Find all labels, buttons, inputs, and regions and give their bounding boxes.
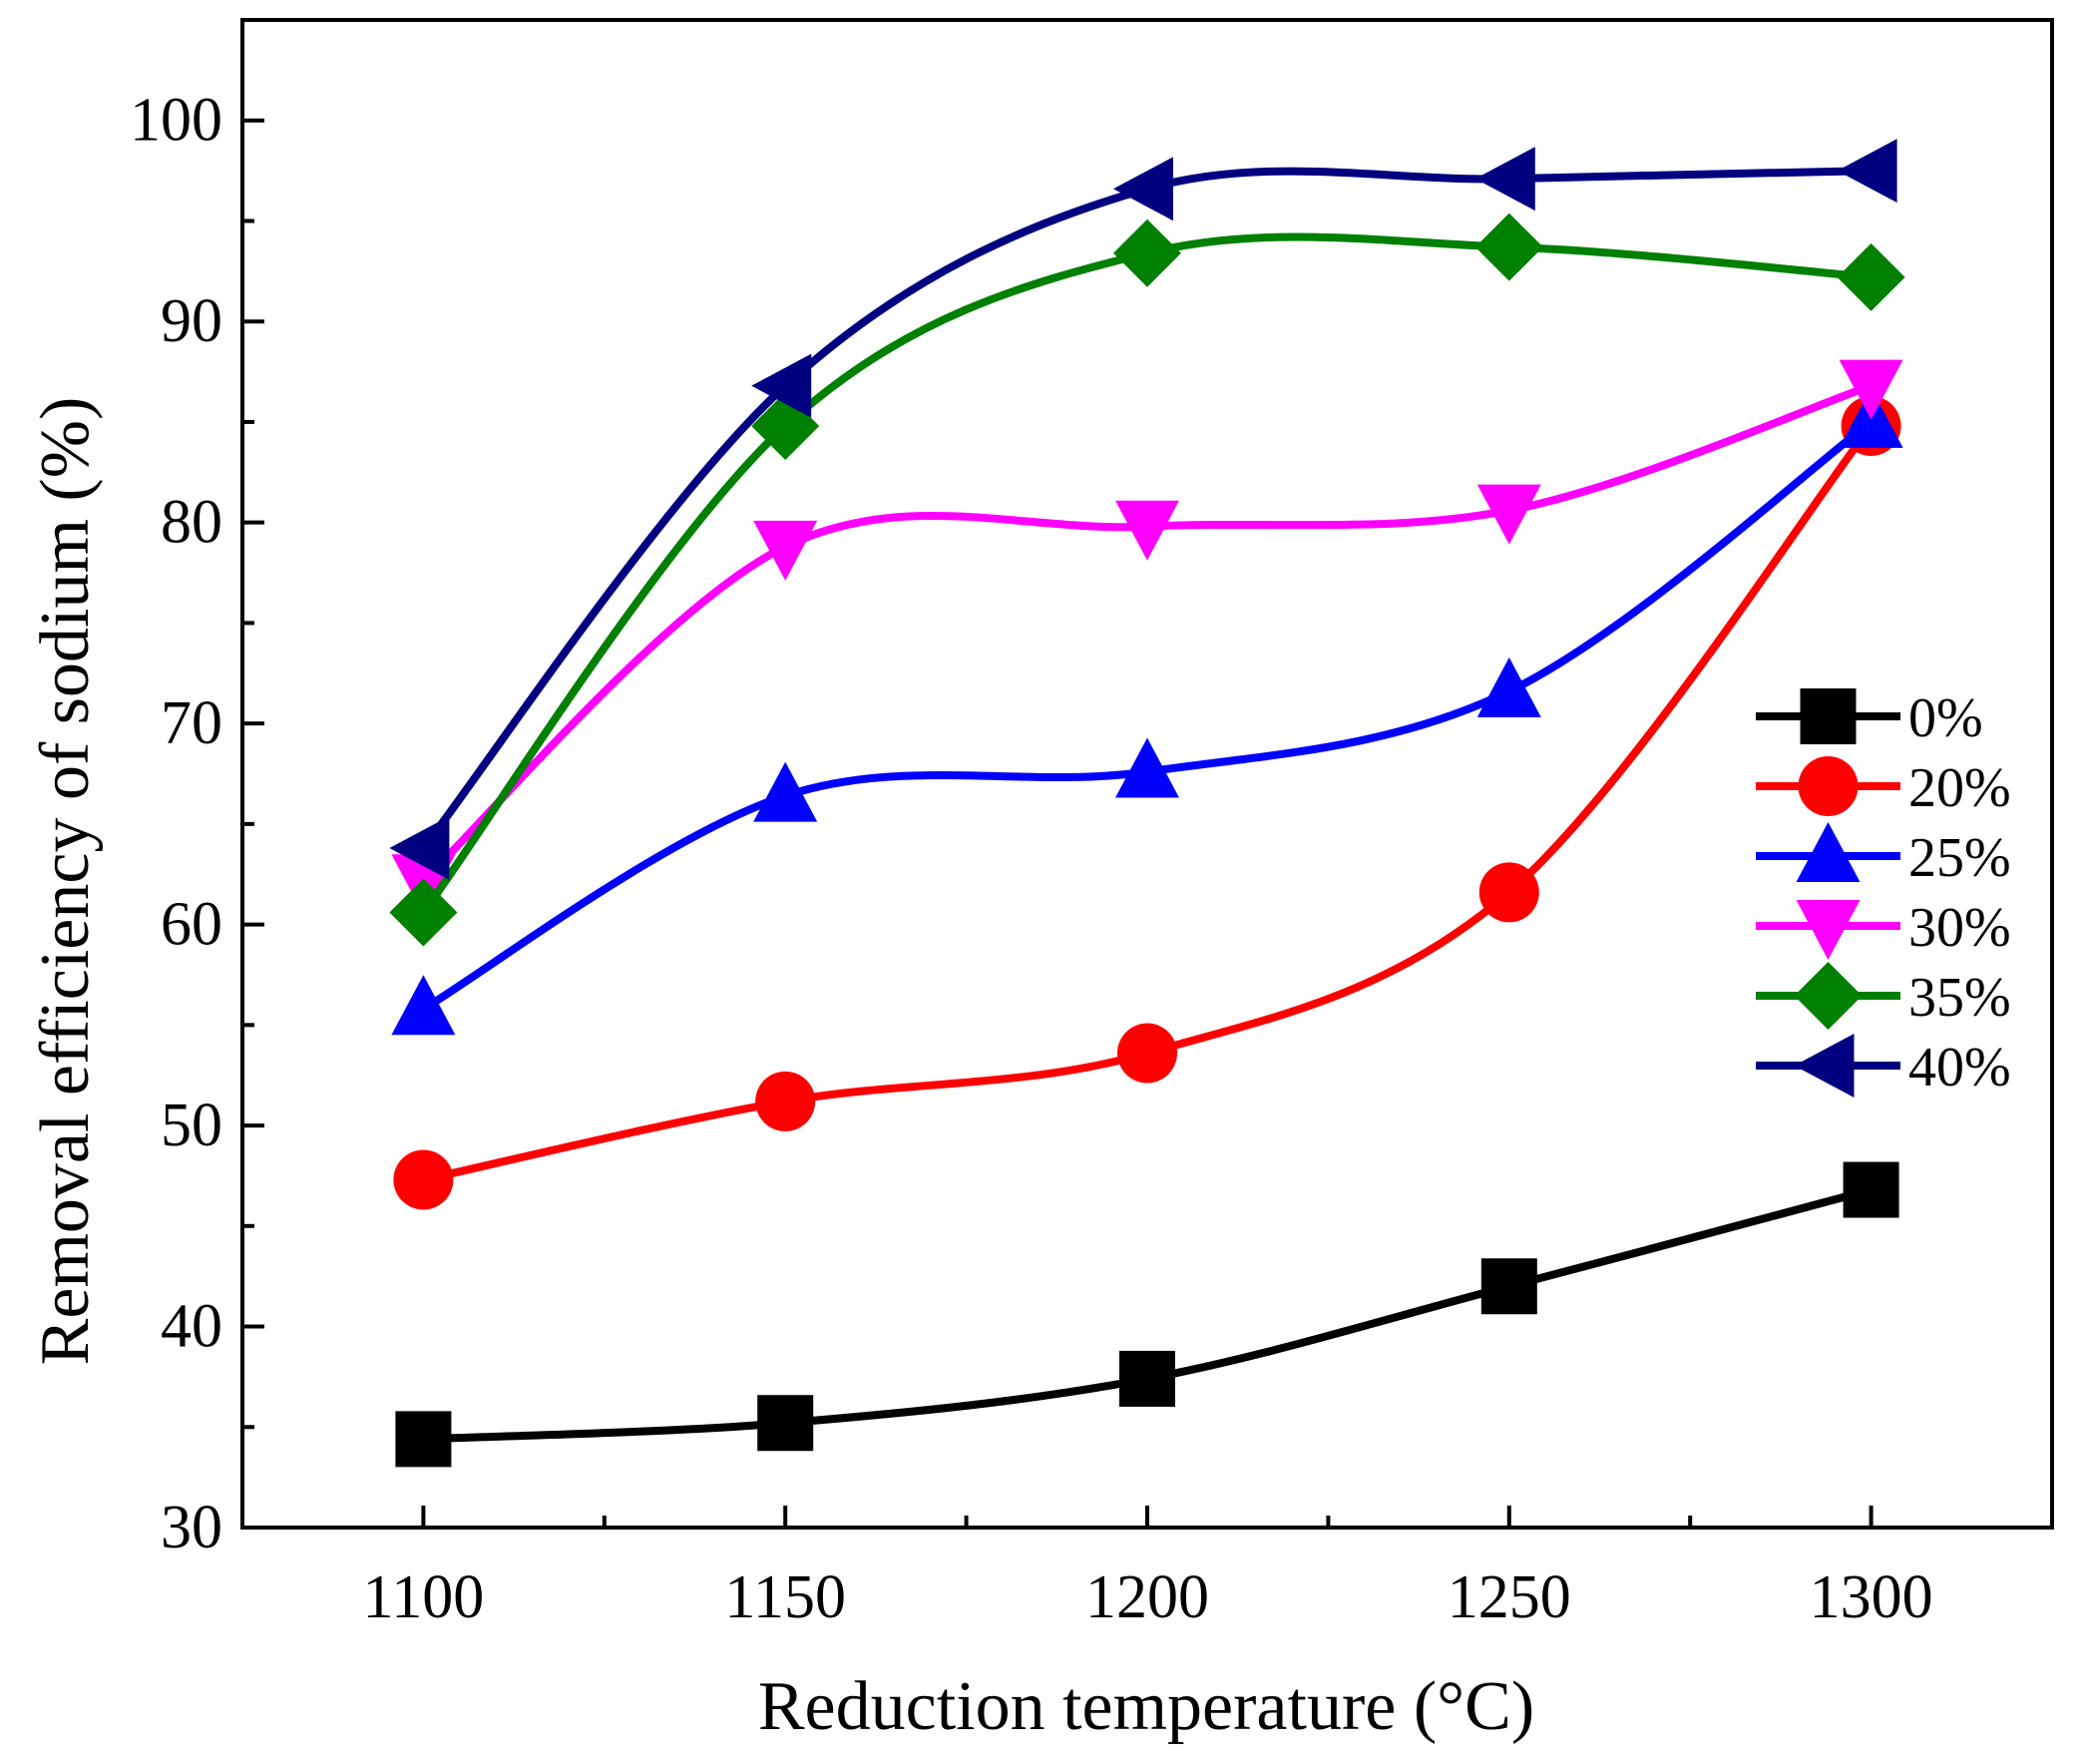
legend-marker bbox=[1798, 756, 1859, 816]
data-point bbox=[1478, 862, 1539, 923]
series-20pct bbox=[393, 395, 1901, 1210]
legend: 0% 20% 25% 30% 35% 40% bbox=[1756, 687, 2011, 1099]
data-point bbox=[391, 975, 456, 1036]
x-tick-label: 1250 bbox=[1448, 1563, 1571, 1631]
legend-label: 30% bbox=[1908, 897, 2011, 959]
x-tick-label: 1150 bbox=[724, 1563, 846, 1631]
data-point bbox=[1474, 147, 1535, 212]
y-tick-label: 30 bbox=[161, 1494, 222, 1561]
y-tick-label: 60 bbox=[161, 891, 222, 959]
data-point bbox=[1115, 500, 1179, 561]
data-point bbox=[753, 761, 818, 822]
legend-entry: 0% bbox=[1756, 687, 1983, 749]
series-line bbox=[420, 167, 1872, 851]
data-point bbox=[1476, 484, 1541, 545]
legend-label: 0% bbox=[1908, 687, 1983, 749]
legend-entry: 35% bbox=[1756, 962, 2011, 1030]
legend-entry: 25% bbox=[1756, 822, 2011, 889]
data-point bbox=[751, 353, 812, 418]
data-point bbox=[1476, 657, 1541, 717]
x-tick-label: 1300 bbox=[1810, 1563, 1933, 1631]
series-30pct bbox=[391, 359, 1903, 915]
data-point bbox=[757, 1395, 814, 1452]
series-35pct bbox=[389, 213, 1905, 947]
data-point bbox=[1113, 219, 1181, 287]
y-tick-label: 90 bbox=[161, 287, 222, 355]
legend-entry: 20% bbox=[1756, 756, 2011, 819]
legend-label: 25% bbox=[1908, 827, 2011, 889]
series-line bbox=[422, 423, 1875, 1184]
data-point bbox=[1839, 359, 1903, 420]
legend-marker bbox=[1800, 688, 1857, 744]
data-point bbox=[1117, 1023, 1177, 1084]
legend-label: 20% bbox=[1908, 757, 2011, 819]
data-point bbox=[1113, 157, 1173, 221]
data-point bbox=[1474, 213, 1543, 281]
y-tick-label: 100 bbox=[130, 87, 222, 155]
data-point bbox=[393, 1149, 454, 1210]
y-tick-label: 50 bbox=[161, 1092, 222, 1159]
data-point bbox=[389, 816, 450, 881]
y-tick-label: 80 bbox=[161, 489, 222, 557]
legend-label: 40% bbox=[1908, 1037, 2011, 1099]
legend-marker bbox=[1794, 962, 1863, 1030]
data-point bbox=[1480, 1258, 1537, 1315]
legend-marker bbox=[1794, 1034, 1855, 1098]
series-40pct bbox=[389, 139, 1897, 881]
y-tick-label: 40 bbox=[161, 1293, 222, 1361]
y-axis-title: Removal efficiency of sodium (%) bbox=[27, 397, 104, 1366]
legend-marker bbox=[1796, 900, 1861, 960]
legend-entry: 40% bbox=[1756, 1034, 2011, 1099]
data-point bbox=[395, 1411, 452, 1468]
data-point bbox=[755, 1071, 816, 1131]
data-point bbox=[389, 878, 458, 947]
data-point bbox=[1837, 139, 1897, 204]
data-point bbox=[1837, 242, 1905, 311]
legend-entry: 30% bbox=[1756, 897, 2011, 960]
plot-area bbox=[389, 139, 1905, 1468]
series-line bbox=[420, 232, 1872, 915]
x-tick-label: 1100 bbox=[363, 1563, 485, 1631]
axes: 1100 1150 1200 1250 1300 30 40 50 60 70 80 90 100 bbox=[130, 18, 2054, 1631]
data-point bbox=[1115, 737, 1179, 798]
x-axis-title: Reduction temperature (°C) bbox=[758, 1668, 1534, 1745]
data-point bbox=[753, 520, 818, 581]
data-point bbox=[1843, 1161, 1899, 1218]
x-tick-label: 1200 bbox=[1085, 1563, 1209, 1631]
y-tick-label: 70 bbox=[161, 689, 222, 757]
legend-label: 35% bbox=[1908, 967, 2011, 1029]
legend-marker bbox=[1796, 822, 1861, 882]
series-0pct bbox=[395, 1161, 1899, 1468]
data-point bbox=[1119, 1350, 1175, 1407]
